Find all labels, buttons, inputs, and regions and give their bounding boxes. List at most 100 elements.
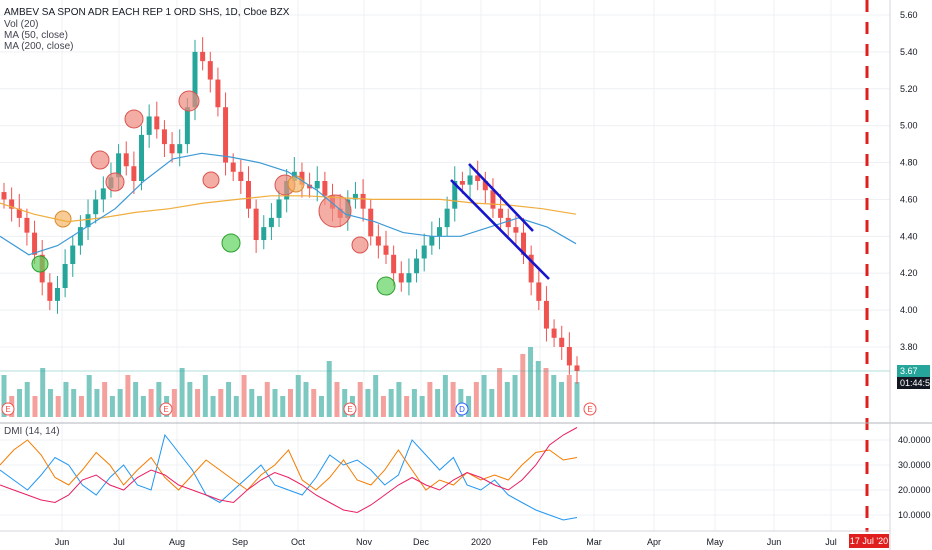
- candle-body: [62, 264, 68, 288]
- candle-body: [383, 245, 389, 255]
- dmi-tick-label: 20.0000: [898, 485, 931, 495]
- candle-body: [47, 282, 53, 301]
- signal-circle: [31, 255, 49, 273]
- volume-bar: [187, 382, 193, 417]
- earnings-marker-label: E: [5, 405, 10, 414]
- candle-body: [475, 175, 481, 181]
- volume-bar: [427, 382, 433, 417]
- volume-bar: [342, 389, 348, 417]
- candle-body: [207, 61, 213, 80]
- legend-ma200[interactable]: MA (200, close): [4, 41, 74, 52]
- candle-body: [375, 236, 381, 246]
- time-tick-label: Feb: [532, 537, 548, 547]
- time-tick-label: Aug: [169, 537, 185, 547]
- volume-bar: [411, 389, 417, 417]
- signal-circle: [124, 109, 144, 129]
- volume-bar: [326, 361, 332, 417]
- volume-bar: [195, 389, 201, 417]
- dmi-tick-label: 40.0000: [898, 435, 931, 445]
- volume-bar: [365, 389, 371, 417]
- candle-body: [139, 134, 145, 181]
- channel-lower-trendline[interactable]: [450, 179, 550, 280]
- ma50-line: [0, 152, 577, 256]
- candle-body: [505, 217, 511, 228]
- volume-bar: [396, 382, 402, 417]
- volume-bar: [32, 396, 38, 417]
- time-tick-label: Sep: [232, 537, 248, 547]
- earnings-marker[interactable]: [455, 402, 469, 416]
- volume-bar: [489, 389, 495, 417]
- candle-body: [116, 153, 122, 178]
- candle-body: [146, 116, 152, 135]
- price-tick-label: 5.60: [900, 10, 918, 20]
- volume-bar: [535, 361, 541, 417]
- volume-bar: [264, 382, 270, 417]
- signal-circle: [221, 233, 241, 253]
- channel-upper-trendline[interactable]: [468, 163, 534, 232]
- earnings-marker[interactable]: [583, 402, 597, 416]
- candle-body: [482, 181, 488, 191]
- volume-bar: [40, 368, 46, 417]
- legend-dmi[interactable]: DMI (14, 14): [4, 426, 60, 437]
- adx-line: [0, 427, 578, 514]
- volume-bar: [1, 375, 7, 417]
- volume-bar: [133, 382, 139, 417]
- signal-circle: [178, 90, 200, 112]
- legend-ma50[interactable]: MA (50, close): [4, 30, 68, 41]
- candle-body: [268, 217, 274, 228]
- candle-body: [398, 273, 404, 283]
- candle-body: [528, 254, 534, 283]
- candle-body: [154, 116, 160, 130]
- candle-body: [429, 236, 435, 246]
- candle-body: [551, 328, 557, 338]
- candle-body: [32, 232, 38, 255]
- time-tick-label: Jul: [113, 537, 125, 547]
- candle-body: [322, 181, 328, 196]
- earnings-marker-label: E: [347, 405, 352, 414]
- volume-bar: [156, 382, 162, 417]
- volume-bar: [86, 375, 92, 417]
- volume-bar: [419, 396, 425, 417]
- time-tick-label: Jun: [767, 537, 782, 547]
- signal-circles: [31, 90, 396, 296]
- time-tick-label: Jul: [825, 537, 837, 547]
- time-tick-label: 2020: [471, 537, 491, 547]
- legend-volume[interactable]: Vol (20): [4, 19, 39, 30]
- volume-bar: [543, 368, 549, 417]
- signal-circle: [376, 276, 396, 296]
- signal-circle: [318, 194, 352, 228]
- volume-bar: [140, 396, 146, 417]
- candle-body: [368, 208, 374, 237]
- volume-bar: [566, 375, 572, 417]
- candle-body: [452, 181, 458, 209]
- candle-body: [184, 107, 190, 145]
- earnings-marker[interactable]: [343, 402, 357, 416]
- chart-title: AMBEV SA SPON ADR EACH REP 1 ORD SHS, 1D…: [4, 7, 290, 18]
- candle-body: [543, 300, 549, 329]
- signal-circle: [105, 172, 125, 192]
- time-tick-label: Nov: [356, 537, 373, 547]
- volume-bar: [435, 389, 441, 417]
- candle-body: [93, 199, 99, 215]
- candle-body: [1, 192, 7, 200]
- volume-bar: [102, 382, 108, 417]
- candle-body: [498, 208, 504, 218]
- volume-bar: [504, 382, 510, 417]
- volume-bar: [497, 368, 503, 417]
- candle-body: [200, 51, 206, 62]
- earnings-marker-label: E: [163, 405, 168, 414]
- earnings-marker[interactable]: [1, 402, 15, 416]
- candle-body: [513, 227, 519, 233]
- volume-bar: [512, 375, 518, 417]
- time-axis[interactable]: Jun Jul Aug Sep Oct Nov Dec 2020 Feb Mar Apr May Jun…: [55, 537, 837, 547]
- price-axis[interactable]: 5.60 5.40 5.20 5.00 4.80 4.60 4.40 4.20 4.00 3.80: [900, 10, 918, 352]
- candle-body: [24, 217, 30, 233]
- candle-body: [459, 181, 465, 185]
- candle-body: [574, 365, 580, 371]
- earnings-marker[interactable]: [159, 402, 173, 416]
- candle-body: [223, 107, 229, 163]
- volume-bar: [233, 396, 239, 417]
- dmi-axis[interactable]: 40.0000 30.0000 20.0000 10.0000: [898, 435, 931, 520]
